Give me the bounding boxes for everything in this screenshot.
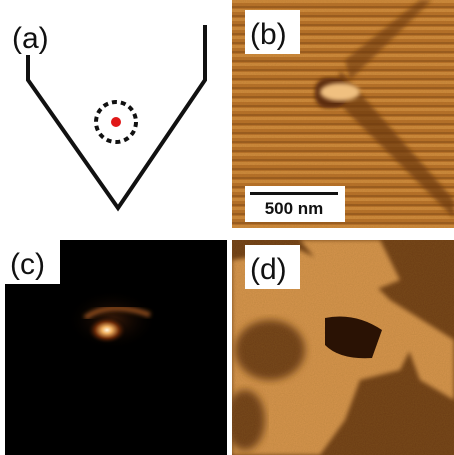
panel-label: (c) [10, 248, 45, 281]
figure: (a) (b) 500 nm (c) (d) [0, 0, 454, 455]
hot-spot [87, 316, 127, 344]
panel-a: (a) [12, 22, 205, 208]
particle [320, 83, 360, 101]
panel-b: (b) 500 nm [232, 0, 454, 228]
scale-bar [250, 192, 338, 195]
panel-label: (d) [250, 253, 287, 286]
page: {"panels": [{"label": "(a)"}, {"label": … [0, 0, 454, 455]
focus-dot [111, 117, 121, 127]
panel-d: (d) [225, 240, 454, 455]
panel-label: (b) [250, 18, 287, 51]
panel-label: (a) [12, 22, 49, 55]
panel-c: (c) [5, 240, 227, 455]
tip-outline [28, 25, 205, 208]
scale-label: 500 nm [265, 199, 324, 218]
